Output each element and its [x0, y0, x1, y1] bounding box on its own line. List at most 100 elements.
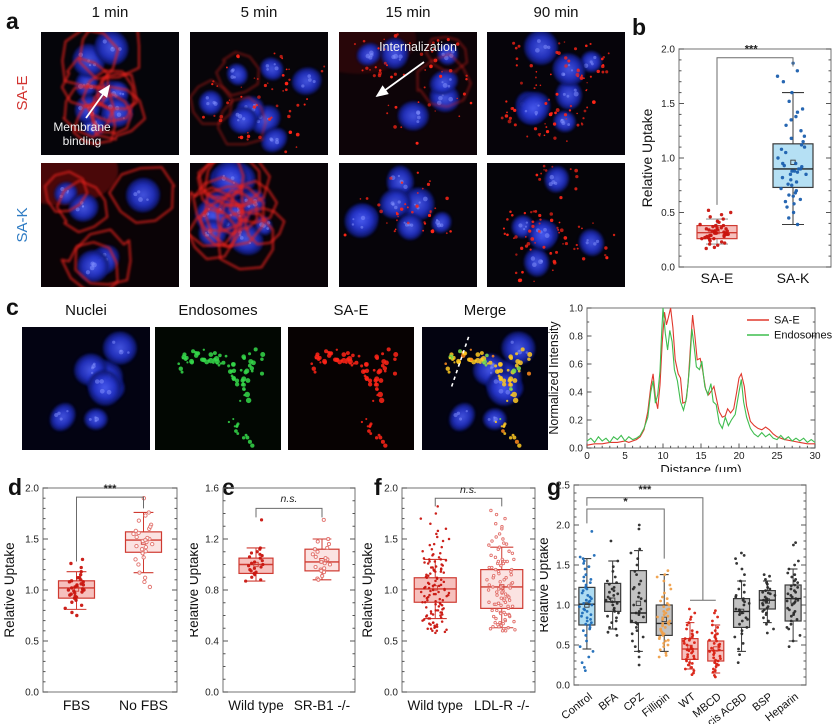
svg-text:Relative Uptake: Relative Uptake	[540, 537, 551, 632]
panel-f-letter: f	[374, 474, 382, 500]
svg-text:Distance (µm): Distance (µm)	[660, 462, 741, 472]
svg-text:0.0: 0.0	[384, 688, 398, 699]
svg-text:0.4: 0.4	[205, 637, 219, 648]
svg-text:0.5: 0.5	[25, 637, 39, 648]
svg-text:2.0: 2.0	[25, 484, 39, 495]
micrograph-sak-15min	[339, 163, 477, 287]
panel-e-boxplot: 0.0 0.4 0.8 1.2 1.6 Relative Uptake Wild type S…	[190, 484, 356, 713]
svg-text:0.0: 0.0	[25, 688, 39, 699]
svg-text:SR-B1 -/-: SR-B1 -/-	[294, 698, 350, 713]
svg-text:1.0: 1.0	[661, 154, 675, 165]
row-label-sae: SA-E	[14, 75, 31, 111]
svg-text:0.5: 0.5	[661, 208, 675, 219]
svg-text:Relative Uptake: Relative Uptake	[360, 542, 375, 637]
panel-g-boxplot: 0.0 0.5 1.0 1.5 2.0 2.5 Relative Uptake Control…	[540, 481, 807, 724]
svg-text:Relative Uptake: Relative Uptake	[190, 542, 201, 637]
micrograph-nuclei: 25 µm	[22, 327, 150, 450]
svg-text:1.5: 1.5	[556, 561, 570, 572]
c-header-nuclei: Nuclei	[65, 302, 107, 319]
svg-text:Endosomes: Endosomes	[774, 330, 833, 342]
c-header-merge: Merge	[463, 302, 507, 319]
svg-text:0.6: 0.6	[569, 360, 583, 371]
svg-text:0.0: 0.0	[556, 681, 570, 692]
panel-b-boxplot: 0.0 0.5 1.0 1.5 2.0 Relative Uptake SA-E SA-K **…	[640, 43, 832, 286]
svg-text:***: ***	[104, 483, 118, 495]
micrograph-sak-5min	[190, 163, 328, 287]
svg-text:SA-K: SA-K	[777, 270, 810, 286]
svg-text:Control: Control	[559, 691, 594, 722]
panel-f-boxplot: 0.0 0.5 1.0 1.5 2.0 Relative Uptake Wild type L…	[360, 484, 536, 713]
svg-text:1.5: 1.5	[25, 535, 39, 546]
micrograph-sak-1min: 25 µm	[41, 163, 179, 287]
svg-text:2.5: 2.5	[556, 481, 570, 492]
svg-text:Relative Uptake: Relative Uptake	[2, 542, 17, 637]
svg-text:30: 30	[809, 451, 821, 462]
svg-text:0.5: 0.5	[384, 637, 398, 648]
svg-text:2.0: 2.0	[384, 484, 398, 495]
row-label-sak: SA-K	[14, 207, 31, 243]
panel-d-letter: d	[8, 474, 23, 500]
svg-text:1.0: 1.0	[556, 601, 570, 612]
membrane-binding-annotation: Membrane binding	[53, 120, 111, 149]
svg-text:1.0: 1.0	[569, 304, 583, 315]
micrograph-sak-90min	[487, 163, 625, 287]
svg-text:*: *	[623, 496, 628, 508]
panel-g-letter: g	[547, 474, 562, 500]
svg-text:BFA: BFA	[597, 691, 621, 714]
svg-text:2.0: 2.0	[556, 521, 570, 532]
panel-a-letter: a	[6, 8, 19, 34]
panel-d-boxplot: 0.0 0.5 1.0 1.5 2.0 Relative Uptake FBS No FBS *…	[2, 483, 178, 713]
svg-text:n.s.: n.s.	[460, 484, 477, 496]
svg-text:n.s.: n.s.	[281, 493, 298, 505]
micrograph-merge	[422, 327, 548, 450]
micrograph-sae-90min	[487, 32, 625, 155]
svg-text:1.2: 1.2	[205, 535, 219, 546]
timepoint-header-15min: 15 min	[385, 4, 431, 21]
svg-text:Relative Uptake: Relative Uptake	[640, 108, 655, 207]
svg-text:Normalized Intensity: Normalized Intensity	[548, 321, 561, 435]
svg-text:1.5: 1.5	[384, 535, 398, 546]
svg-text:15: 15	[695, 451, 707, 462]
svg-text:LDL-R -/-: LDL-R -/-	[474, 698, 530, 713]
svg-text:0.2: 0.2	[569, 416, 583, 427]
svg-text:Wild type: Wild type	[407, 698, 463, 713]
svg-text:0.0: 0.0	[205, 688, 219, 699]
svg-text:SA-E: SA-E	[701, 270, 734, 286]
svg-text:20: 20	[733, 451, 745, 462]
internalization-annotation: Internalization	[379, 40, 457, 54]
timepoint-header-90min: 90 min	[533, 4, 579, 21]
svg-text:0: 0	[584, 451, 590, 462]
micrograph-sae-5min	[190, 32, 328, 155]
svg-text:0.8: 0.8	[569, 332, 583, 343]
svg-text:5: 5	[622, 451, 628, 462]
svg-text:No FBS: No FBS	[119, 697, 168, 713]
c-header-sae: SA-E	[333, 302, 369, 319]
svg-text:Fillipin: Fillipin	[640, 691, 672, 720]
svg-text:25: 25	[771, 451, 783, 462]
timepoint-header-1min: 1 min	[91, 4, 129, 21]
micrograph-endosomes	[155, 327, 281, 450]
svg-text:10: 10	[657, 451, 669, 462]
svg-text:2.0: 2.0	[661, 45, 675, 56]
svg-text:***: ***	[638, 484, 652, 496]
svg-text:0.0: 0.0	[569, 444, 583, 455]
c-header-endosomes: Endosomes	[178, 302, 258, 319]
svg-text:0.4: 0.4	[569, 388, 583, 399]
panel-b-letter: b	[632, 14, 647, 40]
panel-e-letter: e	[222, 474, 235, 500]
svg-text:FBS: FBS	[63, 697, 90, 713]
svg-text:1.0: 1.0	[384, 586, 398, 597]
svg-text:1.6: 1.6	[205, 484, 219, 495]
svg-text:0.5: 0.5	[556, 641, 570, 652]
svg-text:SA-E: SA-E	[774, 315, 800, 327]
timepoint-header-5min: 5 min	[240, 4, 278, 21]
svg-text:0.0: 0.0	[661, 263, 675, 274]
svg-text:1.5: 1.5	[661, 99, 675, 110]
panel-c-letter: c	[6, 294, 19, 320]
panel-c-line-chart: 0 5 10 15 20 25 30 0.0 0.2 0.4 0.6 0.8 1.0 Distance (…	[548, 304, 833, 473]
svg-text:1.0: 1.0	[25, 586, 39, 597]
micrograph-sae-channel	[288, 327, 414, 450]
svg-text:***: ***	[745, 43, 759, 55]
svg-text:Wild type: Wild type	[228, 698, 284, 713]
